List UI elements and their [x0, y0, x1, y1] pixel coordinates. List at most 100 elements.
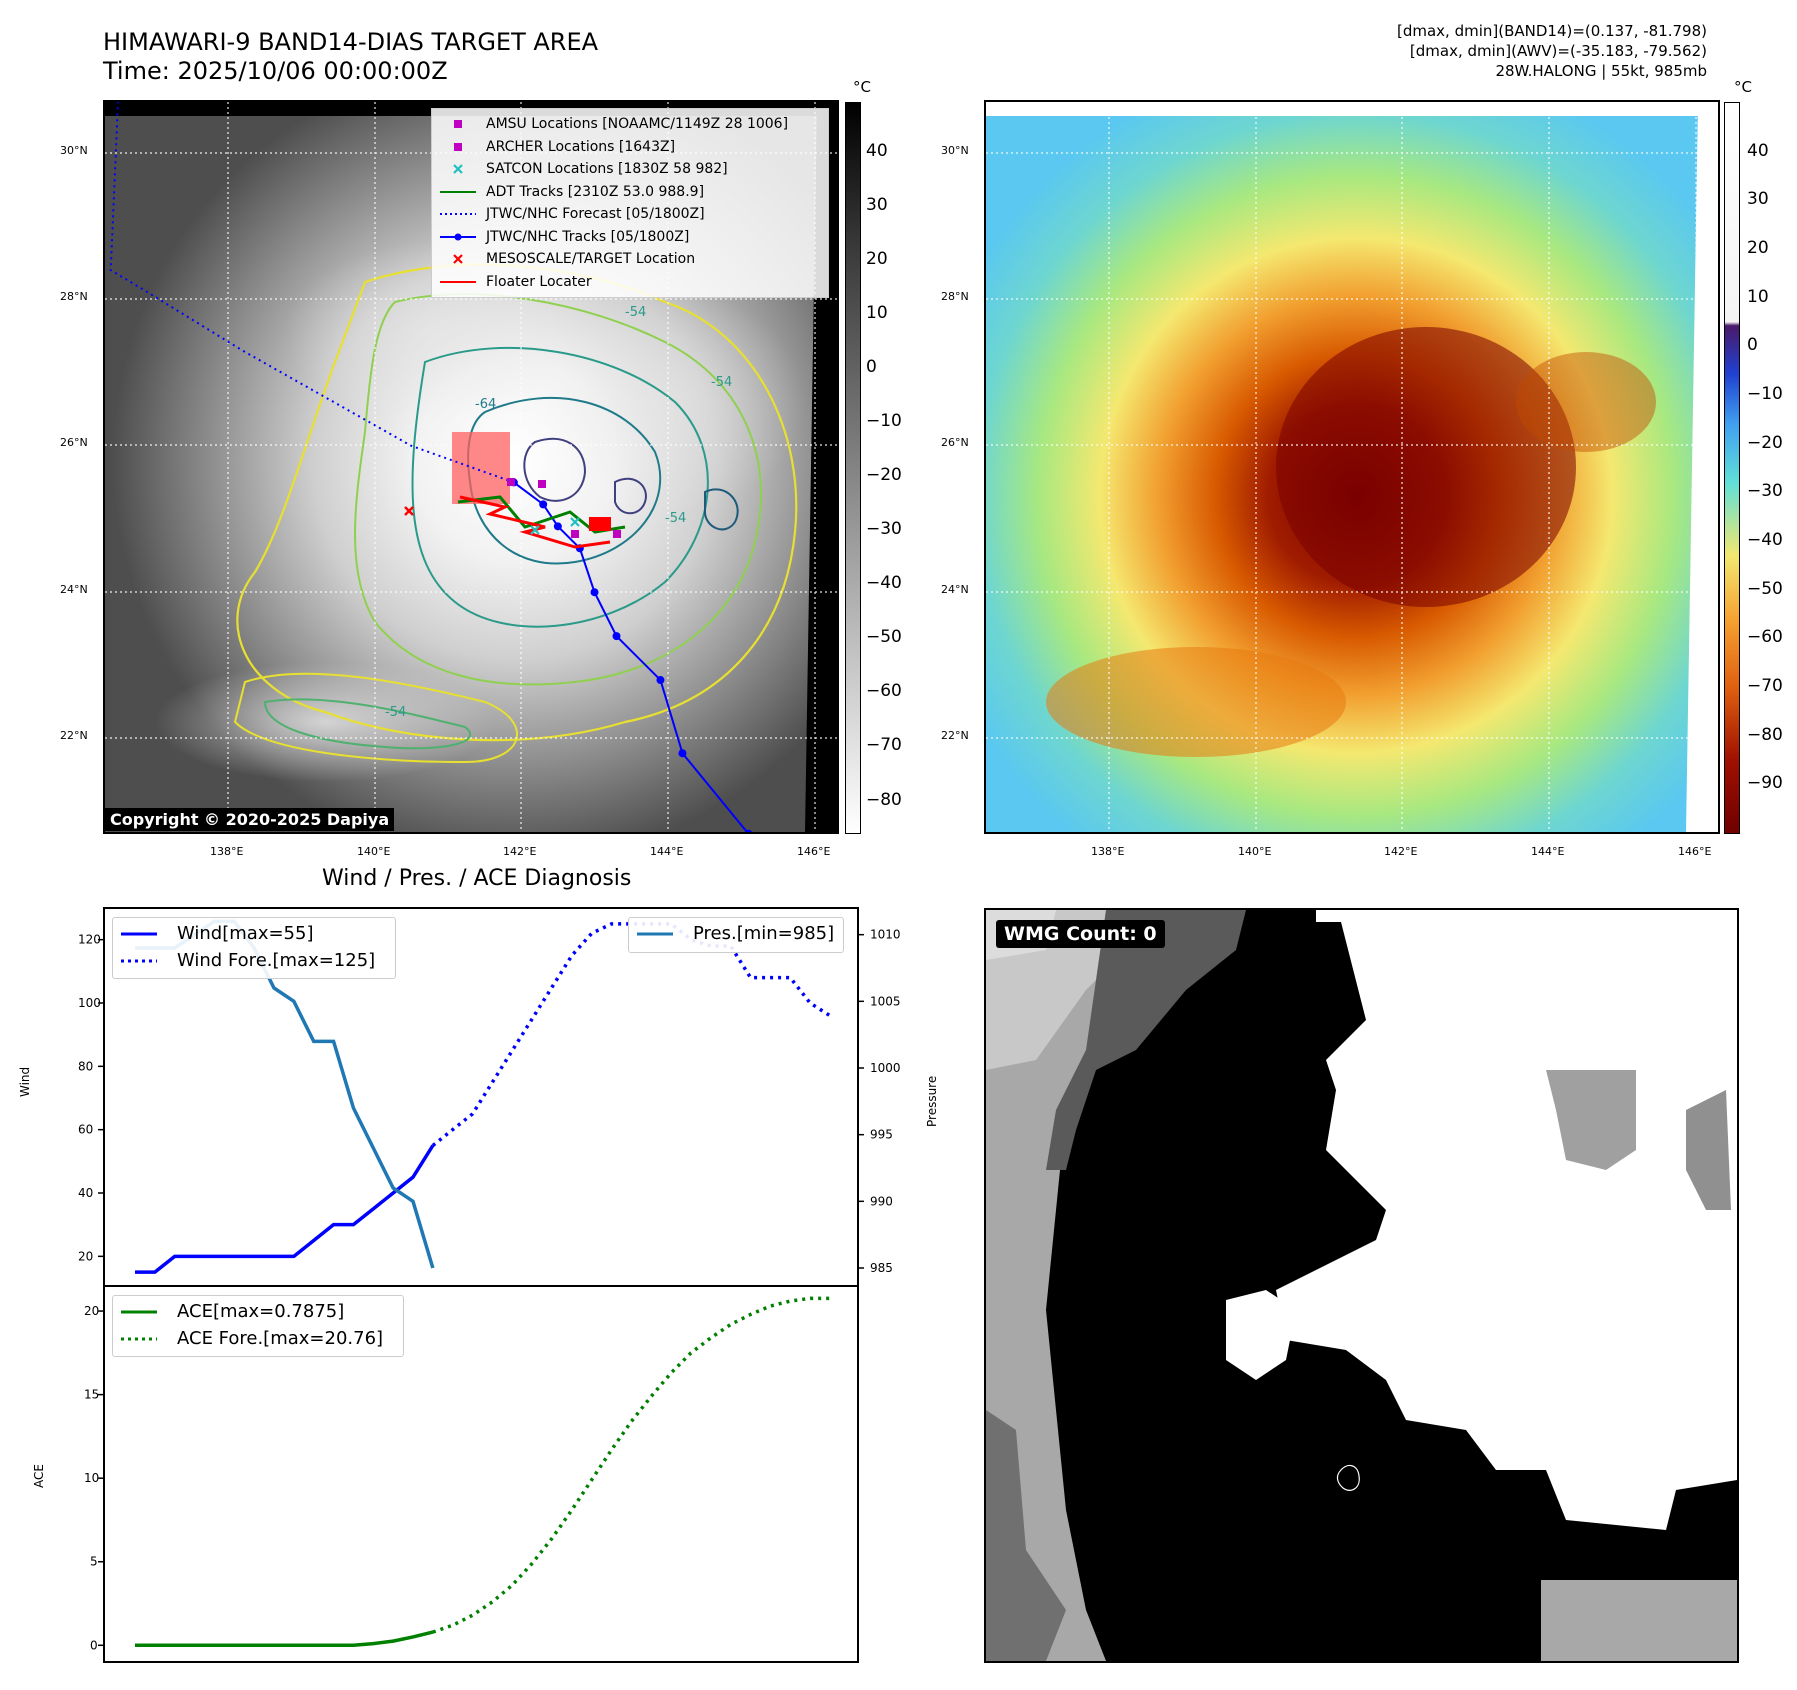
colorbar-tick: 0 — [1747, 335, 1758, 356]
colorbar-tick: 20 — [1747, 238, 1769, 258]
colorbar-tick: −10 — [866, 411, 902, 432]
y-tick-label: 15 — [84, 1388, 99, 1402]
legend-item-amsu: AMSU Locations [NOAAMC/1149Z 28 1006] — [438, 113, 820, 136]
colorbar-tick: 20 — [866, 248, 888, 269]
info-awv: [dmax, dmin](AWV)=(-35.183, -79.562) — [1409, 42, 1707, 60]
wmg-count-badge: WMG Count: 0 — [996, 920, 1165, 948]
satcon-marker — [570, 517, 580, 527]
legend-item-ace-forecast: ACE Fore.[max=20.76] — [119, 1325, 395, 1352]
target-area-box — [452, 432, 510, 504]
jtwc-track-point — [744, 829, 753, 832]
line-icon — [121, 1310, 157, 1313]
colorbar-tick: −60 — [866, 681, 902, 702]
lat-label: 30°N — [941, 144, 969, 157]
colorbar-awv — [1724, 102, 1740, 834]
amsu-archer-marker — [613, 530, 621, 538]
lat-label: 26°N — [60, 436, 88, 449]
y-tick-label: 20 — [84, 1304, 99, 1318]
colorbar-tick: −10 — [1747, 384, 1783, 404]
colorbar-gray — [845, 102, 861, 834]
y-tick-label: 0 — [90, 1638, 98, 1652]
legend-item-wind: Wind[max=55] — [119, 920, 387, 947]
wind-axis-label: Wind — [18, 1066, 32, 1097]
colorbar-unit-color: °C — [1734, 78, 1752, 96]
legend-item-archer: ARCHER Locations [1643Z] — [438, 136, 820, 159]
square-marker-icon — [454, 142, 462, 151]
floater-track-line — [459, 495, 611, 549]
colorbar-tick: 40 — [866, 140, 888, 161]
colorbar-tick: −70 — [866, 735, 902, 756]
legend-item-floater: Floater Locater — [438, 271, 820, 294]
contour-label: -54 — [385, 705, 406, 720]
jtwc-track-point — [612, 632, 621, 641]
contour-label: -54 — [711, 375, 732, 390]
colorbar-tick: −50 — [866, 627, 902, 648]
jtwc-track-point — [553, 522, 562, 531]
lon-label: 142°E — [1384, 845, 1418, 858]
lon-label: 142°E — [503, 845, 537, 858]
colorbar-tick: 40 — [1747, 140, 1769, 161]
line-icon — [121, 932, 157, 935]
series-line — [135, 1630, 434, 1648]
colorbar-tick: −20 — [866, 465, 902, 486]
colorbar-tick: −40 — [1747, 530, 1783, 550]
lat-label: 22°N — [60, 729, 88, 742]
diagnosis-chart: 20 40 60 80 100 120 985 990 995 1000 1005 1010 0 5 10… — [78, 907, 901, 1663]
x-marker-icon — [453, 254, 463, 265]
dot-line-icon — [440, 233, 476, 241]
diagnosis-title: Wind / Pres. / ACE Diagnosis — [322, 866, 632, 891]
awv-map-panel — [984, 100, 1720, 834]
contour-label: -54 — [625, 305, 646, 320]
amsu-archer-marker — [571, 530, 579, 538]
line-icon — [440, 280, 476, 283]
ace-legend: ACE[max=0.7875] ACE Fore.[max=20.76] — [112, 1295, 404, 1357]
legend-item-jtwc-tracks: JTWC/NHC Tracks [05/1800Z] — [438, 226, 820, 249]
colorbar-tick: −60 — [1747, 627, 1783, 648]
legend-item-pressure: Pres.[min=985] — [635, 920, 835, 947]
legend-item-satcon: SATCON Locations [1830Z 58 982] — [438, 158, 820, 181]
lon-label: 144°E — [650, 845, 684, 858]
y2-tick-label: 995 — [870, 1128, 893, 1142]
pressure-legend: Pres.[min=985] — [628, 917, 844, 953]
colorbar-tick: −40 — [866, 573, 902, 594]
dotted-line-icon — [121, 1337, 157, 1340]
legend-item-wind-forecast: Wind Fore.[max=125] — [119, 947, 387, 974]
series-line — [135, 1144, 435, 1274]
colorbar-tick: −80 — [866, 789, 902, 810]
lat-label: 30°N — [60, 144, 88, 157]
adt-track-line — [457, 495, 626, 534]
awv-map-image — [986, 102, 1718, 832]
amsu-archer-marker — [507, 478, 515, 486]
colorbar-tick: −20 — [1747, 432, 1783, 453]
lat-label: 28°N — [941, 290, 969, 303]
contour-label: -64 — [475, 397, 496, 412]
y-tick-label: 5 — [90, 1555, 98, 1569]
colorbar-tick: −30 — [1747, 481, 1783, 502]
series-line — [431, 922, 831, 1147]
floater-marker — [589, 517, 611, 531]
map-legend: AMSU Locations [NOAAMC/1149Z 28 1006] AR… — [431, 108, 829, 298]
amsu-archer-marker — [538, 480, 546, 488]
lon-label: 146°E — [797, 845, 831, 858]
mesoscale-marker — [404, 506, 414, 516]
y2-tick-label: 1000 — [870, 1061, 901, 1075]
lon-label: 140°E — [357, 845, 391, 858]
colorbar-tick: −30 — [866, 519, 902, 540]
jtwc-track-point — [590, 588, 599, 597]
colorbar-unit-gray: °C — [853, 78, 871, 96]
colorbar-tick: −70 — [1747, 676, 1783, 696]
lon-label: 144°E — [1531, 845, 1565, 858]
lon-label: 140°E — [1238, 845, 1272, 858]
jtwc-track-point — [656, 676, 665, 685]
y2-tick-label: 1005 — [870, 994, 901, 1008]
jtwc-track-point — [678, 749, 687, 758]
contour-label: -54 — [665, 511, 686, 526]
legend-item-ace: ACE[max=0.7875] — [119, 1298, 395, 1325]
legend-item-adt: ADT Tracks [2310Z 53.0 988.9] — [438, 181, 820, 204]
info-band14: [dmax, dmin](BAND14)=(0.137, -81.798) — [1396, 22, 1707, 40]
lon-label: 138°E — [210, 845, 244, 858]
colorbar-tick: 10 — [1747, 286, 1769, 307]
y-tick-label: 100 — [78, 996, 101, 1010]
figure-title: HIMAWARI-9 BAND14-DIAS TARGET AREA — [103, 28, 599, 56]
y2-tick-label: 985 — [870, 1261, 893, 1275]
